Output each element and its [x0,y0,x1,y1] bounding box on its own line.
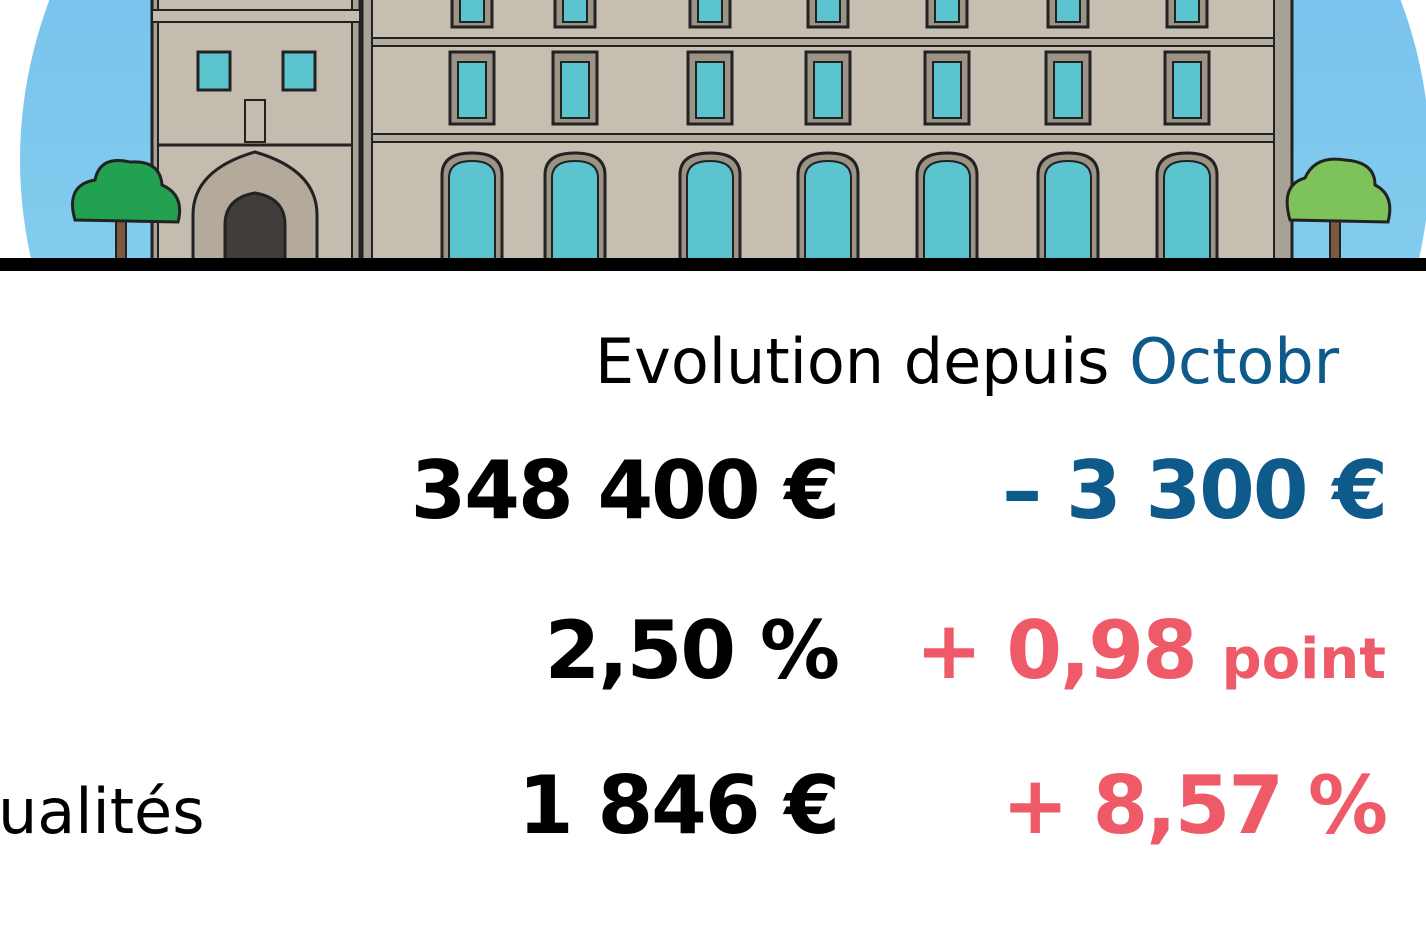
window [687,161,733,262]
window [449,161,495,262]
window [1164,161,1210,262]
window [696,62,724,118]
window [1045,161,1091,262]
tower-band [152,10,360,22]
statue-niche [245,100,265,142]
window [460,0,484,22]
window [1175,0,1199,22]
header-period: Octobr [1129,325,1339,398]
tower-window [283,52,315,90]
window [561,62,589,118]
window [563,0,587,22]
door [225,193,285,262]
infographic: Evolution depuis Octobr 348 400 € – 3 30… [0,0,1426,929]
window [816,0,840,22]
value: 1 846 € [518,759,838,852]
page: {"header": {"label": "Evolution depuis",… [0,0,1426,929]
window [805,161,851,262]
window [1056,0,1080,22]
window [924,161,970,262]
window [814,62,842,118]
window [698,0,722,22]
change: + 0,98 point [915,604,1386,697]
value: 2,50 % [545,604,838,697]
change: + 8,57 % [1002,759,1386,852]
band [372,134,1274,142]
header: Evolution depuis Octobr [595,325,1340,398]
value: 348 400 € [411,444,838,537]
change-unit: point [1222,627,1386,692]
row-label: ualités [0,775,205,848]
change-value: + 0,98 [915,604,1195,697]
window [458,62,486,118]
window [935,0,959,22]
tower-window [198,52,230,90]
window [1054,62,1082,118]
header-label: Evolution depuis [595,325,1109,398]
window [552,161,598,262]
window [933,62,961,118]
band [372,38,1274,46]
change: – 3 300 € [1002,444,1386,537]
window [1173,62,1201,118]
ground-line [0,258,1426,271]
